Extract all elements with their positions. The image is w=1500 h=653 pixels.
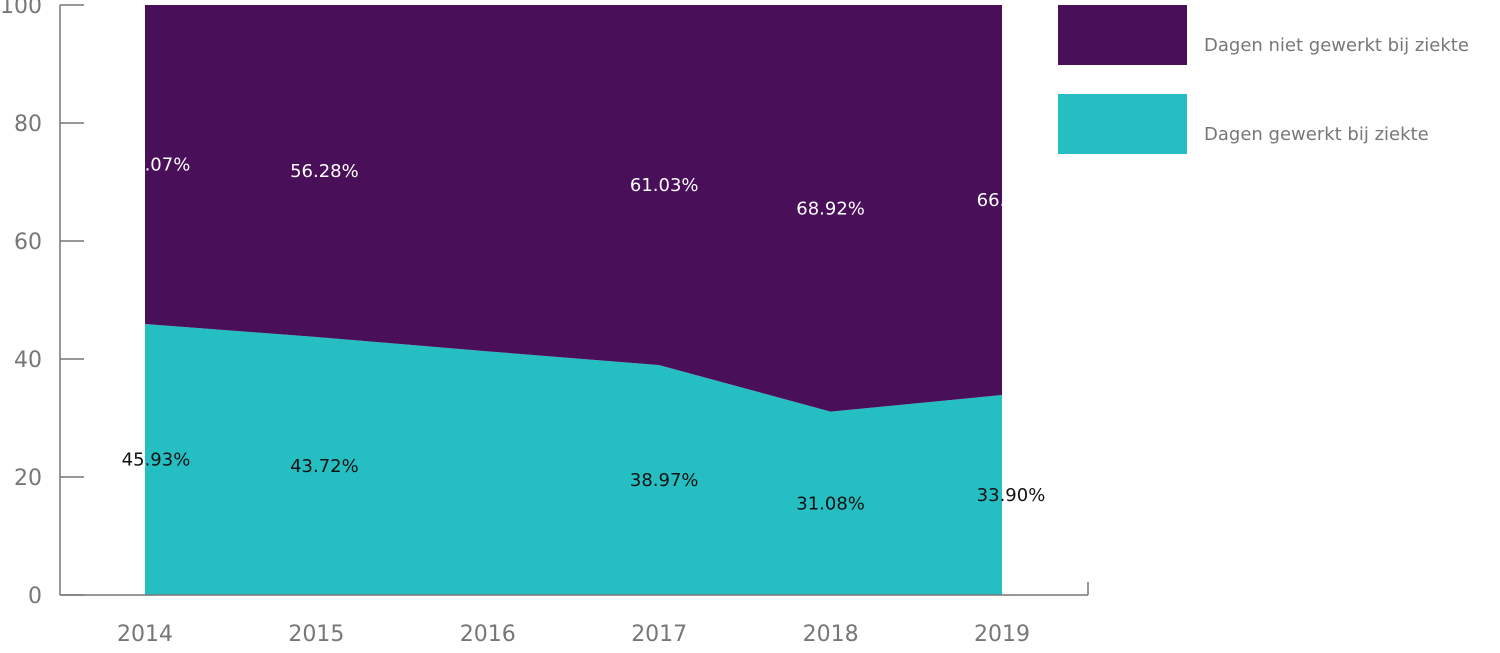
data-label: 61.03% [630, 175, 699, 196]
legend-label-worked: Dagen gewerkt bij ziekte [1204, 124, 1429, 145]
y-tick-label: 80 [14, 112, 42, 137]
data-label: 33.90% [977, 485, 1046, 506]
data-label: 31.08% [796, 493, 865, 514]
y-tick-label: 60 [14, 230, 42, 255]
x-tick-label: 2017 [631, 622, 687, 647]
data-label: 38.97% [630, 470, 699, 491]
x-tick-label: 2014 [117, 622, 173, 647]
y-tick-label: 100 [0, 0, 42, 19]
data-label: 56.28% [290, 161, 359, 182]
legend-label-not-worked: Dagen niet gewerkt bij ziekte [1204, 35, 1469, 56]
x-tick-label: 2019 [974, 622, 1030, 647]
x-tick-label: 2018 [803, 622, 859, 647]
y-tick-label: 20 [14, 466, 42, 491]
x-tick-label: 2016 [460, 622, 516, 647]
data-labels: 45.93% 43.72% 38.97% 31.08% 33.90% 54.07% 56.2… [122, 155, 1046, 515]
plot-areas [145, 5, 1002, 595]
y-tick-label: 40 [14, 348, 42, 373]
data-label: 68.92% [796, 198, 865, 219]
data-label: 45.93% [122, 450, 191, 471]
legend-swatch-worked [1058, 94, 1187, 154]
data-label: 66.10% [977, 190, 1046, 211]
data-label: 54.07% [122, 155, 191, 176]
legend-swatch-not-worked [1058, 5, 1187, 65]
area-series-0 [145, 324, 1002, 595]
area-series-1 [145, 5, 1002, 412]
axes: 0 20 40 60 80 100 2014 2015 2016 2017 2018 2019 [0, 0, 1089, 647]
y-tick-label: 0 [28, 584, 42, 609]
x-tick-label: 2015 [288, 622, 344, 647]
data-label: 43.72% [290, 456, 359, 477]
